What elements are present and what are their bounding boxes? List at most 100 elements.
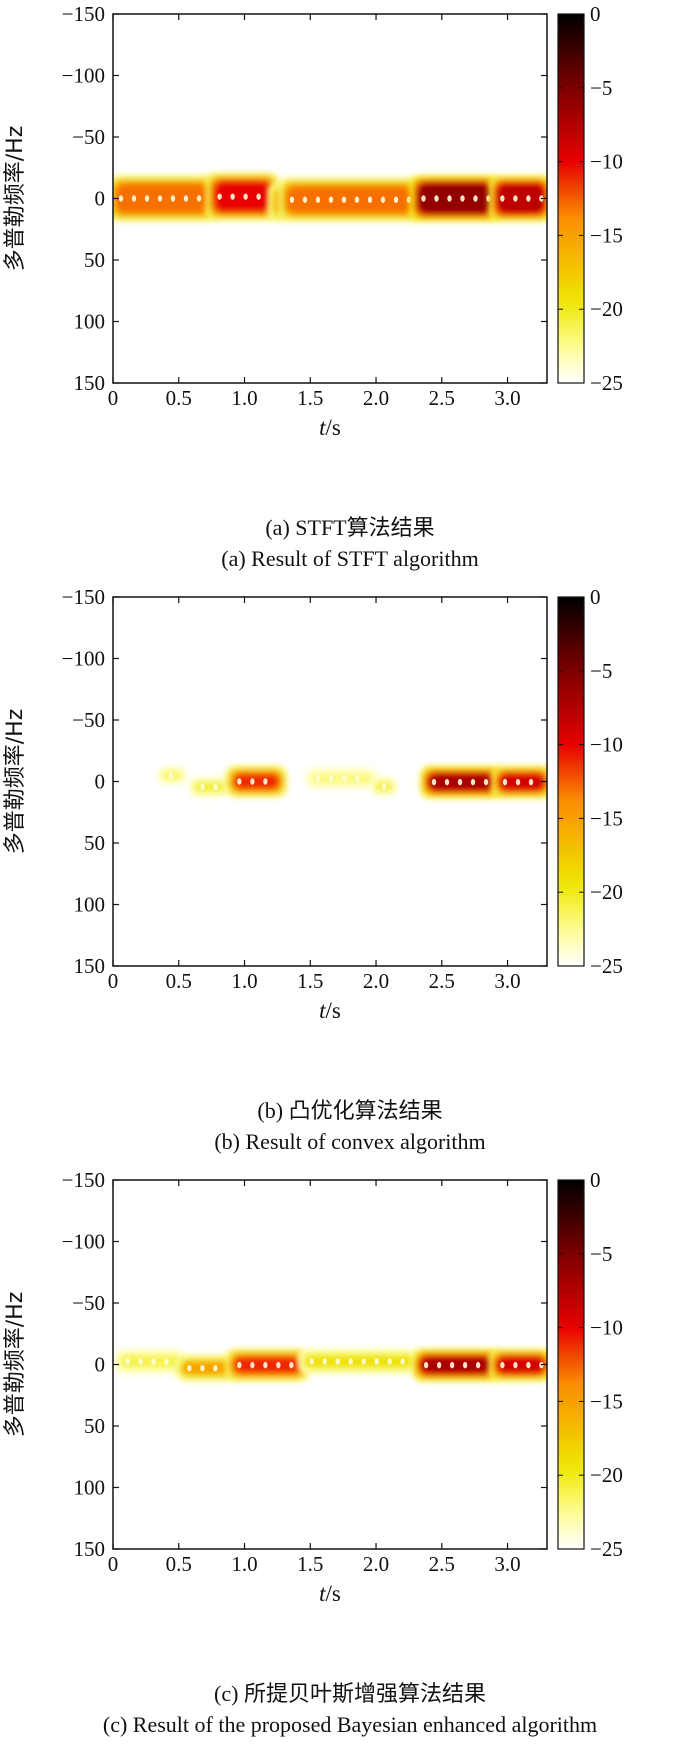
colorbar-tick-label: −10 <box>590 733 623 757</box>
y-tick-label: 150 <box>74 954 106 978</box>
x-axis-label: t/s <box>319 998 341 1023</box>
energy-nulls <box>309 1358 405 1365</box>
energy-nulls <box>237 778 268 785</box>
x-tick-label: 2.0 <box>363 386 389 410</box>
x-tick-label: 0 <box>108 1552 119 1576</box>
caption-en: (c) Result of the proposed Bayesian enha… <box>102 1712 598 1737</box>
colorbar-tick-label: −5 <box>590 1242 612 1266</box>
colorbar-tick-label: −25 <box>590 1537 623 1561</box>
x-tick-label: 1.5 <box>297 386 323 410</box>
energy-nulls <box>187 1364 218 1372</box>
energy-segment <box>412 1348 501 1382</box>
y-axis-label: 多普勒频率/Hz <box>3 709 28 855</box>
x-tick-label: 3.0 <box>494 1552 520 1576</box>
x-axis-label: t/s <box>319 415 341 440</box>
y-tick-label: 0 <box>95 187 106 211</box>
x-tick-label: 2.0 <box>363 1552 389 1576</box>
colorbar-tick-label: −25 <box>590 954 623 978</box>
chart-panel: −150 −100 −50 0 50 100 150 0 0.5 1.0 1.5 2.0 2.5 3.0 t… <box>0 1166 700 1749</box>
colorbar-tick-label: −25 <box>590 371 623 395</box>
energy-segment <box>488 1348 547 1382</box>
colorbar-tick-label: −5 <box>590 659 612 683</box>
colorbar-tick-label: −15 <box>590 223 623 247</box>
x-tick-label: 1.0 <box>231 969 257 993</box>
energy-segment <box>225 765 288 798</box>
colorbar-tick-label: −15 <box>590 1389 623 1413</box>
y-axis-label: 多普勒频率/Hz <box>3 126 28 272</box>
energy-segment <box>297 1348 419 1375</box>
y-tick-label: −100 <box>62 647 105 671</box>
energy-nulls <box>200 783 218 791</box>
energy-nulls <box>316 775 360 782</box>
y-tick-label: −50 <box>72 125 105 149</box>
x-tick-label: 2.5 <box>429 969 455 993</box>
x-tick-label: 2.0 <box>363 969 389 993</box>
colorbar-tick-label: 0 <box>590 1168 601 1192</box>
y-tick-label: 0 <box>95 770 106 794</box>
y-tick-label: −50 <box>72 1291 105 1315</box>
x-tick-label: 0.5 <box>166 386 192 410</box>
energy-nulls <box>502 778 534 786</box>
energy-nulls <box>125 1358 169 1365</box>
colorbar-tick-label: −20 <box>590 880 623 904</box>
x-tick-label: 0 <box>108 386 119 410</box>
energy-nulls <box>217 193 261 200</box>
x-tick-label: 1.0 <box>231 1552 257 1576</box>
energy-nulls <box>118 195 202 202</box>
energy-segment <box>113 175 218 222</box>
colorbar-tick-label: −10 <box>590 150 623 174</box>
caption-en: (a) Result of STFT algorithm <box>221 546 479 571</box>
y-tick-label: 50 <box>84 1414 105 1438</box>
y-tick-label: 50 <box>84 831 105 855</box>
energy-nulls <box>500 1361 544 1369</box>
energy-nulls <box>237 1361 294 1369</box>
y-tick-label: 100 <box>74 893 106 917</box>
chart-panel: −150 −100 −50 0 50 100 150 0 0.5 1.0 1.5 2.0 2.5 3.0 t… <box>0 583 700 1166</box>
energy-nulls <box>381 783 387 790</box>
caption-cn: (b) 凸优化算法结果 <box>257 1098 443 1123</box>
y-tick-label: −150 <box>62 2 105 26</box>
y-tick-label: 150 <box>74 1537 106 1561</box>
caption-cn: (a) STFT算法结果 <box>265 515 435 540</box>
energy-segment <box>113 1348 188 1375</box>
x-tick-label: 0 <box>108 969 119 993</box>
x-tick-label: 2.5 <box>429 386 455 410</box>
y-tick-label: −100 <box>62 64 105 88</box>
energy-segment <box>277 177 422 222</box>
x-tick-label: 0.5 <box>166 969 192 993</box>
colorbar-tick-label: −5 <box>590 76 612 100</box>
energy-segment <box>188 776 231 798</box>
x-tick-label: 1.5 <box>297 969 323 993</box>
y-tick-label: −150 <box>62 1168 105 1192</box>
chart-panel: −150 −100 −50 0 50 100 150 0 0.5 1.0 1.5 2.0 2.5 3.0 t… <box>0 0 700 583</box>
x-tick-label: 2.5 <box>429 1552 455 1576</box>
energy-segment <box>409 175 501 222</box>
x-tick-label: 1.5 <box>297 1552 323 1576</box>
colorbar-tick-label: −10 <box>590 1316 623 1340</box>
caption-cn: (c) 所提贝叶斯增强算法结果 <box>214 1681 486 1706</box>
colorbar-tick-label: 0 <box>590 2 601 26</box>
colorbar-tick-label: −20 <box>590 1463 623 1487</box>
energy-segment <box>304 766 380 790</box>
colorbar <box>557 596 585 967</box>
y-tick-label: −50 <box>72 708 105 732</box>
energy-segment <box>491 765 547 799</box>
energy-nulls <box>431 778 489 786</box>
y-axis-label: 多普勒频率/Hz <box>3 1292 28 1438</box>
energy-segment <box>205 172 280 221</box>
colorbar <box>557 1179 585 1550</box>
energy-segment <box>175 1354 238 1382</box>
x-tick-label: 1.0 <box>231 386 257 410</box>
energy-nulls <box>423 1361 481 1369</box>
energy-nulls <box>500 195 544 202</box>
y-tick-label: 100 <box>74 1476 106 1500</box>
x-axis-label: t/s <box>319 1581 341 1606</box>
y-tick-label: 0 <box>95 1353 106 1377</box>
colorbar-tick-label: −15 <box>590 806 623 830</box>
colorbar-tick-label: 0 <box>590 585 601 609</box>
x-tick-label: 3.0 <box>494 969 520 993</box>
